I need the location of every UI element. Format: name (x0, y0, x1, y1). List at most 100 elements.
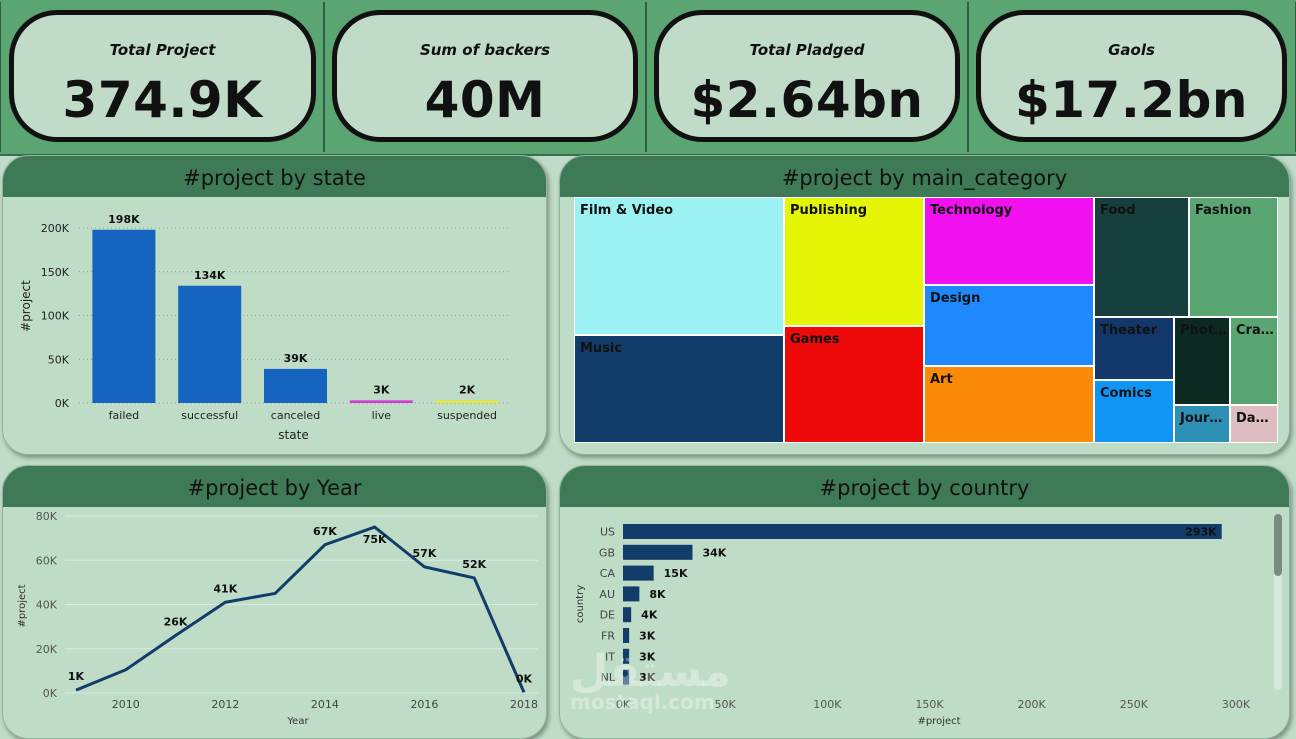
x-tick-label: 2016 (410, 698, 438, 711)
y-tick-label: AU (599, 588, 615, 601)
treemap-cell-theater[interactable]: Theater (1094, 317, 1174, 380)
data-label: 293K (1185, 526, 1217, 539)
data-label: 3K (373, 383, 390, 396)
panel-title: #project by country (560, 466, 1289, 507)
chart-panel-category[interactable]: #project by main_category Film & Video Mu… (559, 155, 1290, 455)
y-tick-label: 0K (43, 687, 58, 700)
kpi-value: 374.9K (62, 71, 263, 129)
chart-panel-state[interactable]: #project by state 0K 50K 100K 150K 200K 198K f… (2, 155, 547, 455)
y-tick-label: 100K (41, 310, 70, 323)
y-tick-label: IT (605, 650, 615, 663)
data-label: 4K (641, 609, 658, 622)
data-label: 67K (313, 525, 337, 538)
kpi-value: 40M (424, 71, 546, 129)
data-label: 1K (68, 670, 85, 683)
watermark-arabic: مستقل (570, 646, 731, 697)
bar-canceled (264, 368, 327, 403)
data-label: 57K (413, 547, 437, 560)
treemap-cell-food[interactable]: Food (1094, 197, 1189, 317)
data-label: 3K (639, 671, 656, 684)
x-tick-label: 250K (1120, 698, 1149, 711)
y-tick-label: DE (600, 609, 615, 622)
treemap-cell-design[interactable]: Design (924, 285, 1094, 366)
state-bar-chart: 0K 50K 100K 150K 200K 198K failed 134K successfu… (19, 213, 508, 442)
watermark-latin: mostaql.com (570, 690, 715, 714)
treemap-cell-art[interactable]: Art (924, 366, 1094, 443)
kpi-card: Total Project 374.9K (9, 10, 316, 142)
x-axis-title: Year (286, 716, 309, 727)
scrollbar-thumb[interactable] (1274, 514, 1282, 576)
x-tick-label: 300K (1222, 698, 1251, 711)
x-tick-label: 200K (1018, 698, 1047, 711)
kpi-total-pledged[interactable]: Total Pladged $2.64bn (645, 2, 969, 152)
treemap-cell-games[interactable]: Games (784, 326, 924, 443)
kpi-title: Total Pladged (749, 41, 865, 59)
kpi-total-project[interactable]: Total Project 374.9K (0, 2, 325, 152)
data-label: 34K (702, 546, 726, 559)
treemap-cell-da[interactable]: Da… (1230, 405, 1278, 443)
y-axis-title: #project (17, 584, 28, 627)
treemap-cell-cra[interactable]: Cra… (1230, 317, 1278, 405)
treemap-cell-phot[interactable]: Phot… (1174, 317, 1230, 405)
kpi-goals[interactable]: Gaols $17.2bn (967, 2, 1296, 152)
treemap-cell-technology[interactable]: Technology (924, 197, 1094, 285)
data-label: 198K (108, 213, 140, 226)
y-axis-title: country (575, 585, 586, 623)
y-axis-title: #project (19, 280, 33, 332)
kpi-value: $17.2bn (1014, 71, 1249, 129)
bar-suspended (435, 400, 499, 403)
y-tick-label: NL (601, 671, 616, 684)
data-label: 26K (164, 615, 188, 628)
country-scrollbar[interactable] (1274, 514, 1282, 690)
bar-gb (623, 544, 693, 560)
x-tick-label: canceled (271, 409, 320, 422)
x-tick-label: 50K (715, 698, 737, 711)
y-tick-label: US (600, 526, 615, 539)
x-tick-label: successful (181, 409, 238, 422)
x-tick-label: live (372, 409, 392, 422)
series-line (75, 525, 526, 693)
kpi-value: $2.64bn (690, 71, 924, 129)
y-tick-label: 80K (36, 510, 58, 523)
x-tick-label: failed (109, 409, 139, 422)
bar-live (349, 400, 413, 403)
treemap-cell-music[interactable]: Music (574, 335, 784, 443)
x-tick-label: 150K (915, 698, 944, 711)
data-label: 41K (213, 582, 237, 595)
x-tick-label: 0K (616, 698, 631, 711)
kpi-title: Sum of backers (419, 41, 551, 59)
data-label: 3K (639, 650, 656, 663)
country-bar-chart: US 293K GB 34K CA 15K AU 8K DE 4K FR 3K IT 3K NL 3K 0K 50… (575, 524, 1251, 727)
x-axis-title: #project (917, 716, 960, 727)
x-tick-label: 2014 (311, 698, 339, 711)
bar-au (623, 586, 640, 602)
y-tick-label: 60K (36, 554, 58, 567)
watermark: مستقل mostaql.com (570, 646, 731, 714)
kpi-sum-backers[interactable]: Sum of backers 40M (323, 2, 647, 152)
data-label: 52K (462, 558, 486, 571)
y-tick-label: 0K (55, 397, 70, 410)
data-label: 75K (363, 533, 387, 546)
x-tick-label: 2010 (112, 698, 140, 711)
kpi-card: Total Pladged $2.64bn (654, 10, 960, 142)
chart-panel-year[interactable]: #project by Year 0K 20K 40K 60K 80K 2010 2012 2… (2, 465, 547, 739)
bar-fr (623, 628, 630, 643)
data-label: 39K (284, 352, 308, 365)
data-label: 2K (459, 384, 476, 397)
treemap-cell-comics[interactable]: Comics (1094, 380, 1174, 443)
treemap-cell-jour[interactable]: Jour… (1174, 405, 1230, 443)
y-tick-label: 20K (36, 643, 58, 656)
x-axis-title: state (278, 428, 308, 442)
kpi-strip: Total Project 374.9K Sum of backers 40M … (0, 0, 1296, 156)
treemap-cell-fashion[interactable]: Fashion (1189, 197, 1278, 317)
data-label: 3K (639, 630, 656, 643)
treemap-cell-film-video[interactable]: Film & Video (574, 197, 784, 335)
panel-title: #project by main_category (560, 156, 1289, 197)
treemap-cell-publishing[interactable]: Publishing (784, 197, 924, 326)
chart-panel-country[interactable]: #project by country US 293K GB 34K CA 15K AU 8K… (559, 465, 1290, 739)
data-label: 15K (664, 567, 688, 580)
bar-nl (623, 669, 630, 685)
x-tick-label: 2018 (510, 698, 538, 711)
category-treemap: Film & Video Music Publishing Games Technolo… (574, 197, 1278, 443)
x-tick-label: 2012 (211, 698, 239, 711)
